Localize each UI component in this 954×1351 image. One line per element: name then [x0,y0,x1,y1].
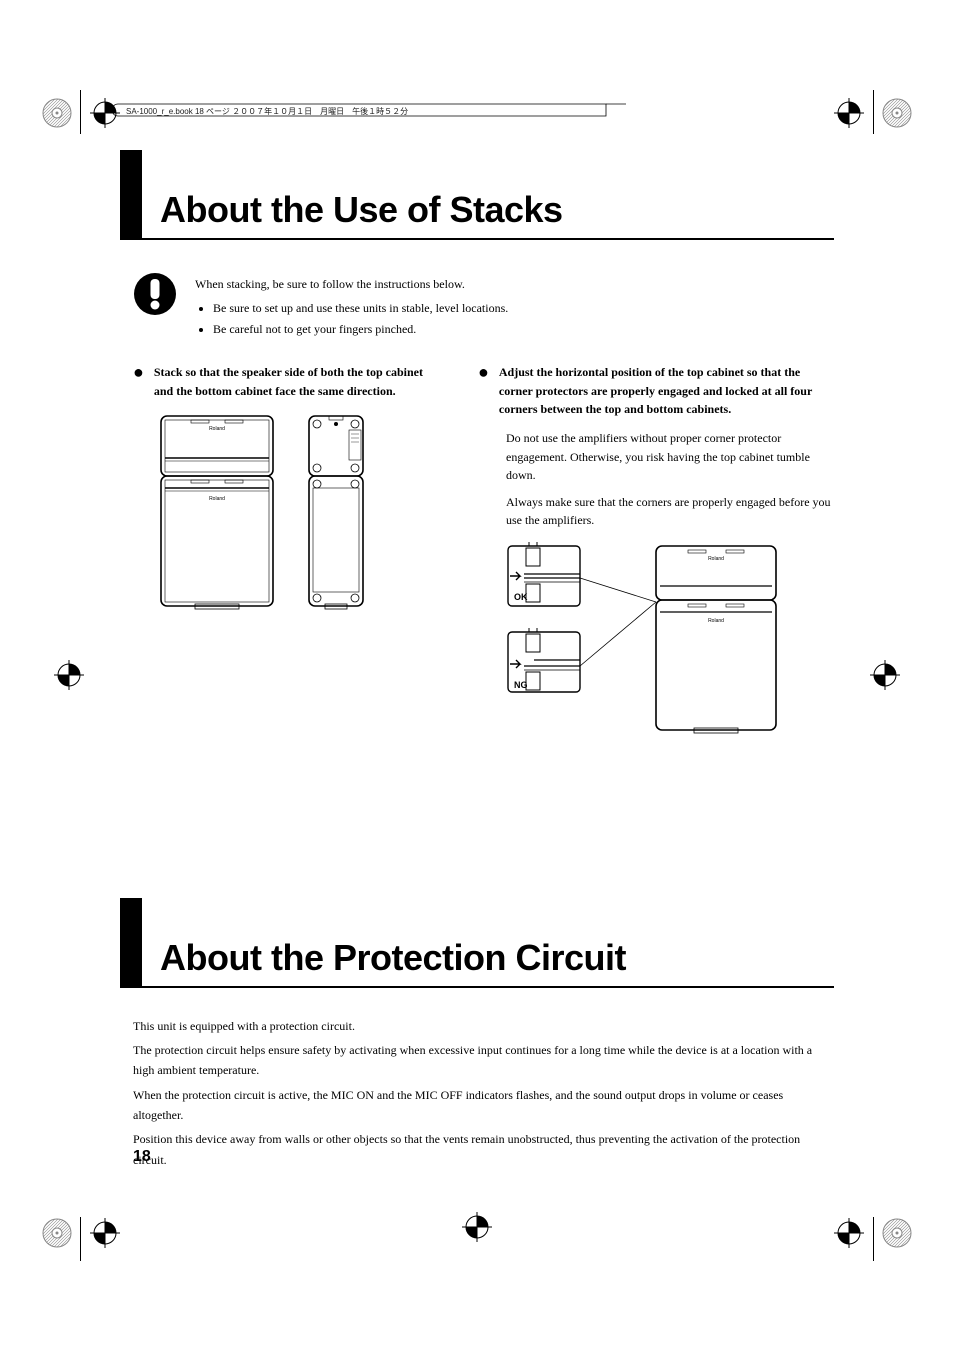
figure-ok-ng: OK NG [504,542,834,742]
right-column-p2: Always make sure that the corners are pr… [506,493,834,530]
heading-title-1: About the Use of Stacks [160,190,563,238]
svg-text:OK: OK [514,592,528,602]
figure-front-stack: Roland Roland [159,412,275,614]
intro-line: When stacking, be sure to follow the ins… [195,274,508,294]
crosshair-bl [90,1218,120,1253]
section2-p2: The protection circuit helps ensure safe… [133,1040,834,1081]
crosshair-bc [462,1212,492,1247]
registration-mark-bl [40,1216,74,1255]
right-column-title: Adjust the horizontal position of the to… [499,363,834,419]
svg-text:Roland: Roland [708,618,724,624]
heading-title-2: About the Protection Circuit [160,938,626,986]
section-heading-1: About the Use of Stacks [120,150,834,240]
warning-icon [133,272,177,321]
section2-p4: Position this device away from walls or … [133,1129,834,1170]
intro-bullet: Be careful not to get your fingers pinch… [213,319,508,339]
vbar-br [873,1217,874,1261]
section2-p3: When the protection circuit is active, t… [133,1085,834,1126]
registration-mark-br [880,1216,914,1255]
crosshair-mr [870,660,900,695]
brand-label: Roland [209,426,225,432]
crosshair-tr [834,98,864,133]
crosshair-ml [54,660,84,695]
page-number: 18 [133,1148,151,1166]
vbar-bl [80,1217,81,1261]
vbar-tl [80,90,81,134]
section-heading-2: About the Protection Circuit [120,898,834,988]
registration-mark-tl [40,96,74,135]
right-column-p1: Do not use the amplifiers without proper… [506,429,834,485]
section2-p1: This unit is equipped with a protection … [133,1016,834,1036]
figure-side-stack [307,412,365,614]
file-path-bar: SA-1000_r_e.book 18 ページ ２００７年１０月１日 月曜日 午… [112,104,418,119]
file-path-text: SA-1000_r_e.book 18 ページ ２００７年１０月１日 月曜日 午… [126,107,408,116]
intro-bullet: Be sure to set up and use these units in… [213,298,508,318]
brand-label: Roland [209,496,225,502]
svg-text:Roland: Roland [708,556,724,562]
left-column-title: Stack so that the speaker side of both t… [154,363,438,400]
heading-tab-icon [120,150,142,240]
vbar-tr [873,90,874,134]
registration-mark-tr [880,96,914,135]
svg-text:NG: NG [514,680,528,690]
heading-tab-icon [120,898,142,988]
intro-bullet-list: Be sure to set up and use these units in… [213,298,508,339]
bullet-icon: ● [478,363,489,381]
crosshair-br [834,1218,864,1253]
bullet-icon: ● [133,363,144,381]
